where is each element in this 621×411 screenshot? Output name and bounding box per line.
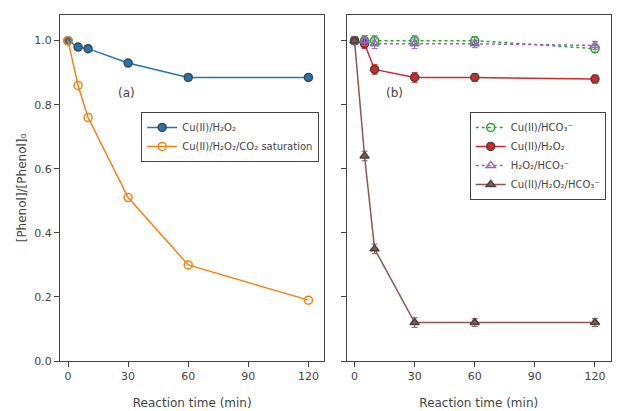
svg-text:60: 60	[468, 370, 482, 383]
svg-text:Cu(II)/H₂O₂: Cu(II)/H₂O₂	[182, 122, 236, 133]
svg-text:30: 30	[408, 370, 422, 383]
svg-text:1.0: 1.0	[34, 34, 52, 47]
svg-text:30: 30	[121, 370, 135, 383]
svg-text:60: 60	[181, 370, 195, 383]
svg-text:(b): (b)	[386, 86, 403, 100]
svg-text:Cu(II)/HCO₃⁻: Cu(II)/HCO₃⁻	[511, 122, 573, 133]
svg-text:[Phenol]/[Phenol]₀: [Phenol]/[Phenol]₀	[15, 134, 29, 243]
svg-text:0.2: 0.2	[34, 291, 52, 304]
svg-text:90: 90	[241, 370, 255, 383]
svg-text:120: 120	[584, 370, 605, 383]
svg-text:0: 0	[65, 370, 72, 383]
svg-text:Cu(II)/H₂O₂/HCO₃⁻: Cu(II)/H₂O₂/HCO₃⁻	[511, 179, 600, 190]
svg-text:90: 90	[528, 370, 542, 383]
svg-text:Cu(II)/H₂O₂/CO₂ saturation: Cu(II)/H₂O₂/CO₂ saturation	[182, 141, 312, 152]
svg-text:(a): (a)	[118, 86, 135, 100]
svg-text:0.4: 0.4	[34, 227, 52, 240]
svg-text:0.0: 0.0	[34, 355, 52, 368]
svg-text:120: 120	[298, 370, 319, 383]
svg-text:Cu(II)/H₂O₂: Cu(II)/H₂O₂	[511, 141, 565, 152]
svg-text:Reaction time (min): Reaction time (min)	[133, 396, 252, 410]
svg-text:Reaction time (min): Reaction time (min)	[419, 396, 538, 410]
svg-text:0: 0	[351, 370, 358, 383]
svg-text:H₂O₂/HCO₃⁻: H₂O₂/HCO₃⁻	[511, 160, 569, 171]
svg-text:0.8: 0.8	[34, 99, 52, 112]
svg-text:0.6: 0.6	[34, 163, 52, 176]
